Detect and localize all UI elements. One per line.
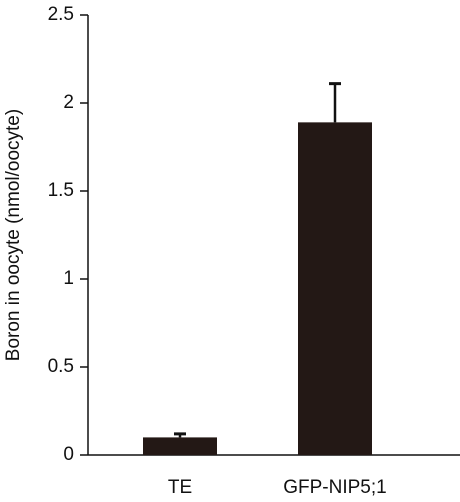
x-tick-label: GFP-NIP5;1 <box>283 477 386 498</box>
y-tick-label: 1 <box>63 268 74 289</box>
bar <box>143 437 217 455</box>
y-tick-label: 0 <box>63 444 74 465</box>
y-tick-label: 0.5 <box>48 356 74 377</box>
y-tick-label: 2 <box>63 92 74 113</box>
bar <box>298 122 372 456</box>
y-axis-label: Boron in oocyte (nmol/oocyte) <box>3 109 24 361</box>
y-tick-label: 2.5 <box>48 4 74 25</box>
y-tick-label: 1.5 <box>48 180 74 201</box>
x-tick-label: TE <box>168 477 192 498</box>
